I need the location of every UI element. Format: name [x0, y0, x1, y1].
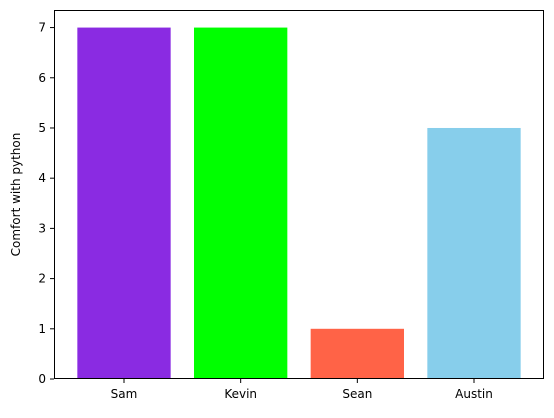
bar-austin	[427, 127, 521, 380]
x-tick-label: Austin	[455, 387, 493, 401]
x-tick-label: Sean	[342, 387, 372, 401]
y-tick-label: 5	[38, 121, 46, 135]
y-tick-label: 7	[38, 21, 46, 35]
y-tick-label: 0	[38, 372, 46, 386]
bar-sean	[310, 328, 404, 379]
y-tick-label: 1	[38, 322, 46, 336]
y-tick-label: 4	[38, 171, 46, 185]
x-tick-label: Kevin	[224, 387, 257, 401]
y-tick-label: 6	[38, 71, 46, 85]
x-axis-ticks: Sam Kevin Sean Austin	[111, 379, 493, 401]
y-tick-label: 3	[38, 221, 46, 235]
y-tick-label: 2	[38, 272, 46, 286]
bar-kevin	[194, 27, 288, 379]
y-axis-label: Comfort with python	[9, 133, 23, 257]
bars-layer	[77, 27, 521, 380]
bar-sam	[77, 27, 171, 379]
plot-frame	[54, 10, 544, 379]
x-tick-label: Sam	[111, 387, 138, 401]
y-axis-ticks: 0 1 2 3 4 5 6 7	[38, 21, 54, 386]
